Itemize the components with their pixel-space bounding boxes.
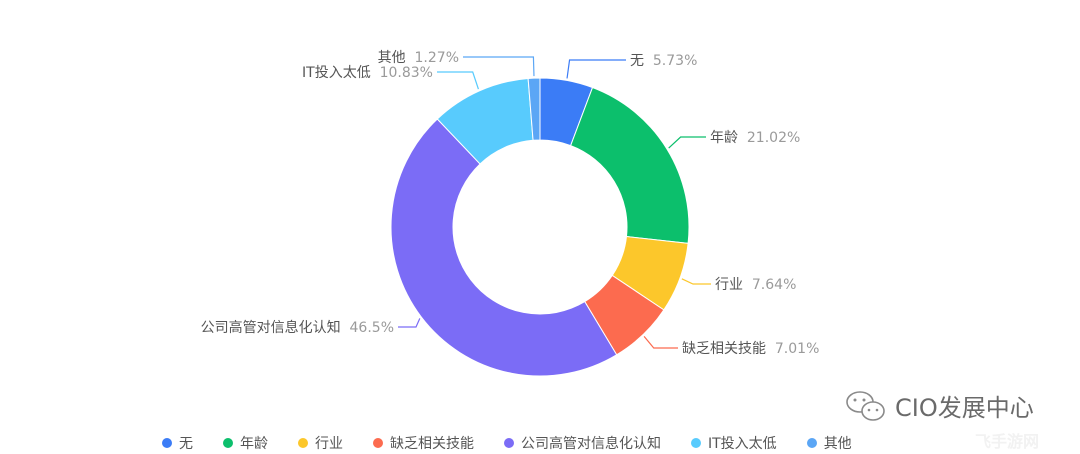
legend-item-age[interactable]: 年龄 [223,433,268,453]
donut-slice[interactable] [570,86,690,244]
legend-label: 公司高管对信息化认知 [521,436,661,452]
legend-label: 无 [179,436,193,452]
leader-lines [398,56,711,349]
legend-item-industry[interactable]: 行业 [298,433,343,453]
slice-label: 年龄 21.02% [710,130,800,146]
slice-label: 公司高管对信息化认知 46.5% [201,319,394,336]
legend-item-wu[interactable]: 无 [162,433,193,453]
legend-label: 缺乏相关技能 [390,436,474,452]
legend-dot-icon [504,438,514,448]
donut-slice[interactable] [390,118,618,377]
legend-label: IT投入太低 [708,436,777,452]
donut-slice[interactable] [527,77,541,141]
legend-dot-icon [298,438,308,448]
leader-line [643,336,678,349]
legend-label: 行业 [315,436,343,452]
legend-dot-icon [373,438,383,448]
leader-line [566,59,626,79]
leader-line [398,318,421,328]
legend-item-lack-skills[interactable]: 缺乏相关技能 [373,433,474,453]
chart-legend: 无 年龄 行业 缺乏相关技能 公司高管对信息化认知 IT投入太低 其他 [162,433,882,453]
slice-label: IT投入太低 10.83% [302,65,433,81]
legend-dot-icon [691,438,701,448]
watermark-text: CIO发展中心 [895,394,1034,422]
watermark: CIO发展中心 [845,388,1034,423]
legend-item-exec-awareness[interactable]: 公司高管对信息化认知 [504,433,661,453]
legend-item-other[interactable]: 其他 [806,433,852,453]
legend-item-low-it-investment[interactable]: IT投入太低 [691,433,777,453]
donut-slices [390,77,690,377]
leader-line [463,56,535,77]
watermark-secondary: 飞手游网 [975,432,1040,451]
wechat-icon [846,390,885,421]
legend-dot-icon [162,438,172,448]
slice-label: 缺乏相关技能 7.01% [682,341,819,357]
leader-line [668,136,706,149]
slice-labels: 无 5.73% 年龄 21.02% 行业 7.64% 缺乏相关技能 7.01% 公司高管… [201,50,820,357]
slice-label: 其他 1.27% [378,50,459,66]
legend-dot-icon [806,438,817,448]
legend-dot-icon [223,438,233,448]
leader-line [681,278,711,285]
slice-label: 行业 7.64% [715,277,796,293]
leader-line [437,71,479,90]
slice-label: 无 5.73% [630,53,697,69]
legend-label: 其他 [823,436,852,452]
legend-label: 年龄 [240,436,268,452]
